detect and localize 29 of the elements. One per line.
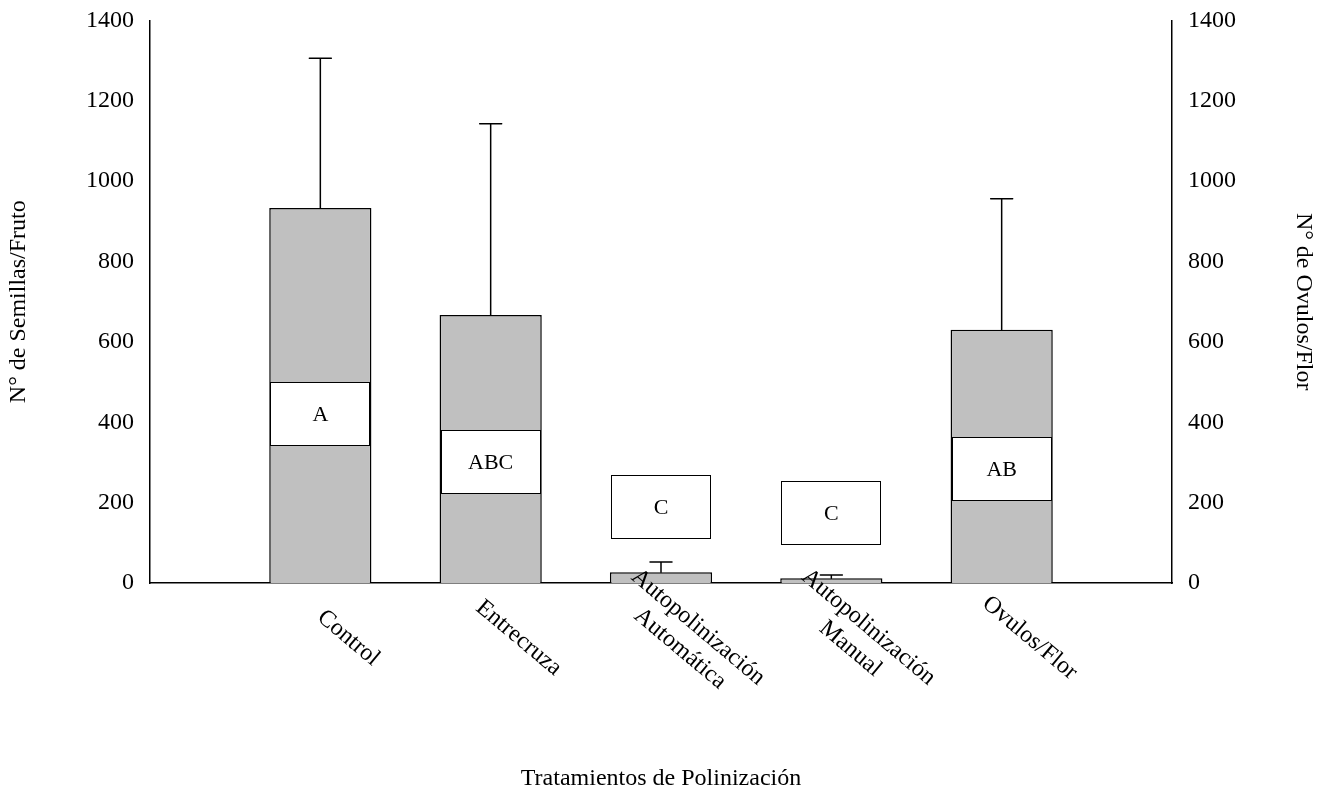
y2-axis-title: N° de Ovulos/Flor: [1292, 212, 1319, 391]
x-axis-title: Tratamientos de Polinización: [520, 764, 802, 791]
y-tick-label: 400: [98, 407, 134, 434]
y-tick-label: 1000: [86, 166, 134, 193]
letter-frame: C: [781, 481, 882, 546]
y-tick-label: 1400: [86, 5, 134, 32]
annotation: A: [312, 401, 329, 428]
y-tick-label: 1200: [86, 86, 134, 113]
letter-frame: C: [611, 475, 711, 540]
letter-frame: ABC: [440, 430, 541, 495]
y2-tick-label: 1000: [1188, 166, 1236, 193]
y-tick-label: 200: [98, 487, 134, 514]
y2-tick-label: 1200: [1188, 86, 1236, 113]
y2-tick-label: 600: [1188, 327, 1224, 354]
y2-tick-label: 800: [1188, 246, 1224, 273]
y2-tick-label: 0: [1188, 568, 1200, 595]
letter-frame: A: [270, 382, 371, 447]
y-tick-label: 0: [122, 568, 134, 595]
y-tick-label: 600: [98, 327, 134, 354]
annotation: C: [653, 494, 669, 521]
letter-frame: AB: [951, 437, 1052, 502]
annotation: C: [823, 500, 839, 527]
annotation: AB: [986, 456, 1017, 483]
annotation: ABC: [468, 449, 514, 476]
y2-tick-label: 200: [1188, 487, 1224, 514]
y-tick-label: 800: [98, 246, 134, 273]
y2-tick-label: 1400: [1188, 5, 1236, 32]
y-axis-title: N° de Semillas/Fruto: [3, 200, 30, 404]
y2-tick-label: 400: [1188, 407, 1224, 434]
